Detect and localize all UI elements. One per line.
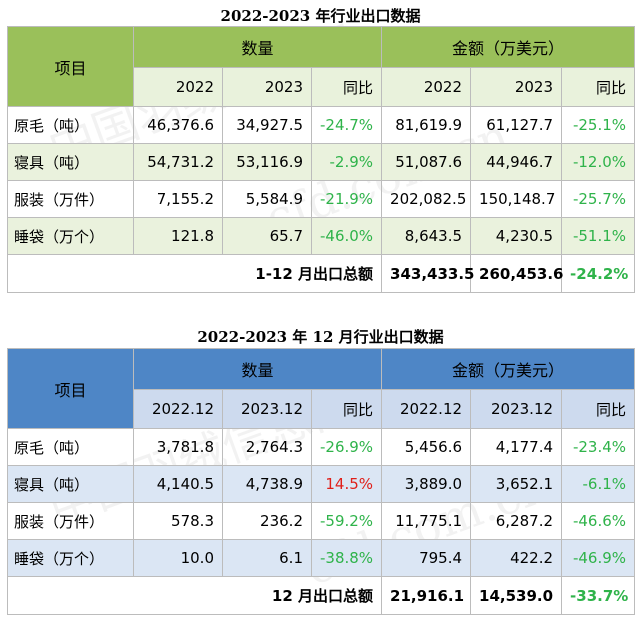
cell-yoy: -23.4%: [561, 428, 636, 466]
cell-yoy: -26.9%: [310, 428, 383, 466]
subheader: 同比: [561, 67, 636, 107]
cell-yoy: -25.1%: [561, 106, 636, 144]
subheader: 2023.12: [222, 389, 312, 429]
total-row: 1-12 月出口总额 343,433.5 260,453.6 -24.2%: [6, 254, 636, 293]
row-item: 睡袋（万个）: [7, 539, 134, 577]
table-row: 寝具（吨） 54,731.2 53,116.9 -2.9% 51,087.6 4…: [7, 143, 636, 181]
cell: 51,087.6: [381, 143, 472, 181]
cell-yoy: -2.9%: [310, 143, 383, 181]
cell-yoy: -51.1%: [561, 217, 636, 255]
subheader: 同比: [310, 67, 383, 107]
cell: 11,775.1: [381, 502, 472, 540]
cell-yoy: -21.9%: [310, 180, 383, 218]
subheader: 2022.12: [381, 389, 472, 429]
total-label: 1-12 月出口总额: [6, 254, 383, 293]
subheader: 同比: [561, 389, 636, 429]
row-item: 原毛（吨）: [7, 428, 134, 466]
table2-title: 2022-2023 年 12 月行业出口数据: [197, 328, 444, 346]
subheader: 2023: [470, 67, 563, 107]
table-row: 寝具（吨） 4,140.5 4,738.9 14.5% 3,889.0 3,65…: [7, 465, 636, 503]
table-row: 原毛（吨） 3,781.8 2,764.3 -26.9% 5,456.6 4,1…: [7, 428, 636, 466]
cell: 4,140.5: [133, 465, 223, 503]
cell-yoy: -59.2%: [310, 502, 383, 540]
cell: 44,946.7: [470, 143, 563, 181]
export-table-annual: 项目 数量 金额（万美元） 2022 2023 同比 2022 2023 同比 …: [6, 26, 636, 293]
cell-yoy: 14.5%: [310, 465, 383, 503]
cell: 2,764.3: [222, 428, 312, 466]
subheader: 2022: [381, 67, 472, 107]
table-row: 服装（万件） 7,155.2 5,584.9 -21.9% 202,082.5 …: [7, 180, 636, 218]
cell: 3,781.8: [133, 428, 223, 466]
total-cell: 343,433.5: [381, 254, 475, 293]
cell: 54,731.2: [133, 143, 223, 181]
cell: 10.0: [133, 539, 223, 577]
header-item: 项目: [7, 26, 134, 107]
cell: 81,619.9: [381, 106, 472, 144]
cell: 53,116.9: [222, 143, 312, 181]
subheader: 2022: [133, 67, 223, 107]
cell: 61,127.7: [470, 106, 563, 144]
cell: 4,177.4: [470, 428, 563, 466]
header-quantity: 数量: [132, 26, 383, 68]
subheader: 同比: [310, 389, 383, 429]
cell: 65.7: [222, 217, 312, 255]
total-cell: 260,453.6: [470, 254, 564, 293]
cell: 34,927.5: [222, 106, 312, 144]
table-row: 睡袋（万个） 121.8 65.7 -46.0% 8,643.5 4,230.5…: [7, 217, 636, 255]
subheader: 2022.12: [133, 389, 223, 429]
total-label: 12 月出口总额: [6, 576, 383, 615]
total-yoy: -24.2%: [561, 254, 636, 293]
cell-yoy: -12.0%: [561, 143, 636, 181]
cell: 4,738.9: [222, 465, 312, 503]
row-item: 原毛（吨）: [7, 106, 134, 144]
cell: 46,376.6: [133, 106, 223, 144]
total-cell: 14,539.0: [470, 576, 563, 615]
cell: 422.2: [470, 539, 563, 577]
table1-title: 2022-2023 年行业出口数据: [220, 7, 421, 25]
cell: 5,584.9: [222, 180, 312, 218]
subheader: 2023.12: [470, 389, 563, 429]
total-cell: 21,916.1: [381, 576, 472, 615]
cell: 202,082.5: [381, 180, 472, 218]
row-item: 服装（万件）: [7, 502, 134, 540]
cell-yoy: -46.9%: [561, 539, 636, 577]
header-item: 项目: [7, 348, 134, 429]
cell-yoy: -46.0%: [310, 217, 383, 255]
table-row: 原毛（吨） 46,376.6 34,927.5 -24.7% 81,619.9 …: [7, 106, 636, 144]
header-amount: 金额（万美元）: [381, 348, 636, 390]
cell: 4,230.5: [470, 217, 563, 255]
cell-yoy: -6.1%: [561, 465, 636, 503]
row-item: 寝具（吨）: [7, 465, 134, 503]
cell: 8,643.5: [381, 217, 472, 255]
cell-yoy: -46.6%: [561, 502, 636, 540]
table-row: 睡袋（万个） 10.0 6.1 -38.8% 795.4 422.2 -46.9…: [7, 539, 636, 577]
cell: 6.1: [222, 539, 312, 577]
cell: 3,889.0: [381, 465, 472, 503]
cell-yoy: -25.7%: [561, 180, 636, 218]
cell: 236.2: [222, 502, 312, 540]
row-item: 睡袋（万个）: [7, 217, 134, 255]
cell: 6,287.2: [470, 502, 563, 540]
cell: 150,148.7: [470, 180, 563, 218]
row-item: 寝具（吨）: [7, 143, 134, 181]
cell-yoy: -24.7%: [310, 106, 383, 144]
header-amount: 金额（万美元）: [381, 26, 636, 68]
header-quantity: 数量: [132, 348, 383, 390]
export-table-december: 项目 数量 金额（万美元） 2022.12 2023.12 同比 2022.12…: [6, 348, 636, 615]
subheader: 2023: [222, 67, 312, 107]
cell: 578.3: [133, 502, 223, 540]
cell: 121.8: [133, 217, 223, 255]
cell: 5,456.6: [381, 428, 472, 466]
total-row: 12 月出口总额 21,916.1 14,539.0 -33.7%: [6, 576, 636, 615]
cell: 7,155.2: [133, 180, 223, 218]
cell-yoy: -38.8%: [310, 539, 383, 577]
total-yoy: -33.7%: [561, 576, 636, 615]
table-row: 服装（万件） 578.3 236.2 -59.2% 11,775.1 6,287…: [7, 502, 636, 540]
cell: 795.4: [381, 539, 472, 577]
row-item: 服装（万件）: [7, 180, 134, 218]
cell: 3,652.1: [470, 465, 563, 503]
